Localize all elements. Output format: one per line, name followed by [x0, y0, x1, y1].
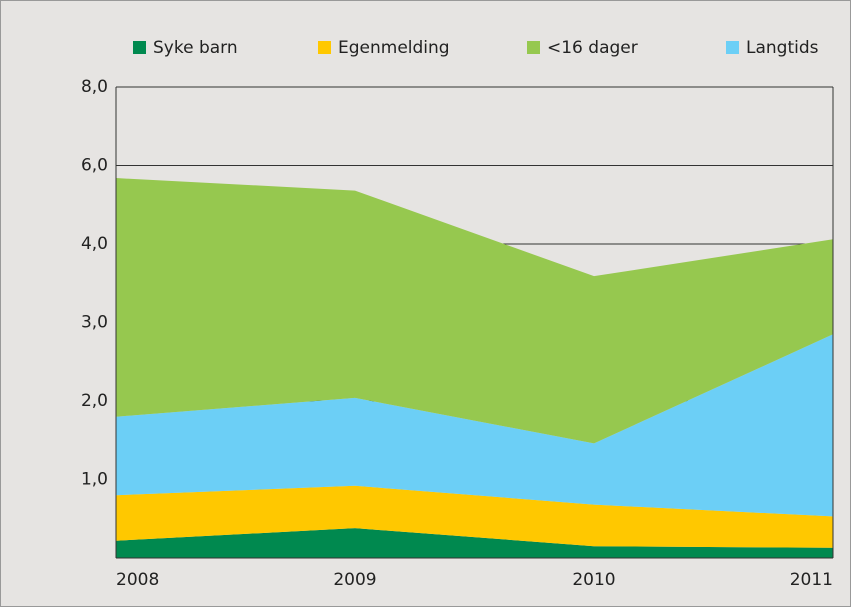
x-tick-label: 2009 [333, 570, 376, 590]
legend-swatch [133, 41, 146, 54]
y-tick-label: 4,0 [81, 234, 108, 254]
area [116, 334, 833, 517]
legend-swatch [726, 41, 739, 54]
area [116, 178, 833, 444]
y-tick-label: 1,0 [81, 470, 108, 490]
area [116, 528, 833, 558]
y-tick-label: 6,0 [81, 156, 108, 176]
legend-label: Syke barn [153, 38, 238, 58]
legend-label: Langtids [746, 38, 819, 58]
x-tick-label: 2008 [116, 570, 159, 590]
area [116, 485, 833, 548]
x-tick-label: 2011 [790, 570, 833, 590]
y-tick-label: 2,0 [81, 391, 108, 411]
x-tick-label: 2010 [572, 570, 615, 590]
legend-label: <16 dager [547, 38, 638, 58]
y-tick-label: 3,0 [81, 313, 108, 333]
legend-swatch [318, 41, 331, 54]
legend-label: Egenmelding [338, 38, 450, 58]
legend-swatch [527, 41, 540, 54]
y-tick-label: 8,0 [81, 77, 108, 97]
